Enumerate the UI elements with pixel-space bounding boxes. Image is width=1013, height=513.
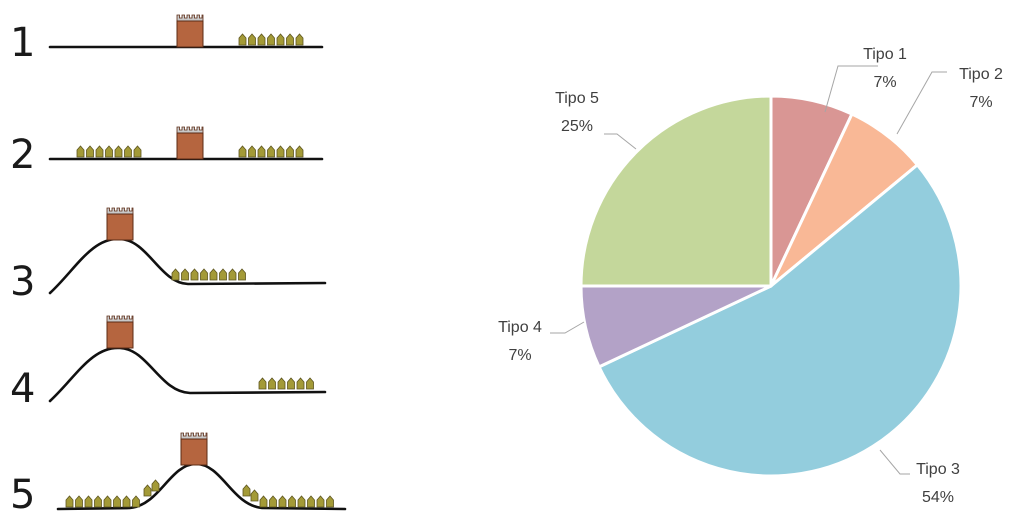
fields-icon <box>259 495 334 508</box>
settlement-diagram: 1 2 3 4 5 <box>10 14 347 513</box>
slice-value-4: 7% <box>508 347 531 364</box>
pie-labels: Tipo 1 7% Tipo 2 7% Tipo 3 54% Tipo 4 7% Tipo 5 2… <box>498 46 1003 506</box>
type-row-4: 4 <box>10 315 327 412</box>
slice-label-2: Tipo 2 <box>959 66 1003 83</box>
fields-icon <box>258 377 314 390</box>
slice-value-5: 25% <box>561 118 593 135</box>
type-number-1: 1 <box>10 20 35 66</box>
tower-icon <box>106 315 134 349</box>
type-row-3: 3 <box>10 207 327 305</box>
pie-slice-5 <box>579 94 773 288</box>
hill-ground-line <box>48 237 327 295</box>
tower-icon <box>176 14 204 48</box>
pie-slice-3 <box>597 163 963 478</box>
tower-icon <box>180 432 208 466</box>
leader-line-1 <box>824 65 878 113</box>
slice-label-4: Tipo 4 <box>498 319 542 336</box>
fields-icon <box>65 495 140 508</box>
slice-value-3: 54% <box>922 489 954 506</box>
fields-icon <box>171 268 246 281</box>
fields-icon <box>238 33 304 46</box>
type-number-2: 2 <box>10 132 35 178</box>
leader-line-2 <box>896 71 947 135</box>
type-number-5: 5 <box>10 472 35 513</box>
hill-ground-line <box>48 346 327 403</box>
fields-icon <box>238 145 304 158</box>
tower-icon <box>106 207 134 241</box>
slice-label-3: Tipo 3 <box>916 461 960 478</box>
type-number-3: 3 <box>10 259 35 305</box>
slice-label-5: Tipo 5 <box>555 90 599 107</box>
tower-icon <box>176 126 204 160</box>
type-row-2: 2 <box>10 126 324 178</box>
pie-chart <box>579 94 963 478</box>
slice-value-1: 7% <box>873 74 896 91</box>
fields-icon <box>242 484 259 502</box>
leader-line-3 <box>879 449 910 475</box>
slice-label-1: Tipo 1 <box>863 46 907 63</box>
type-row-5: 5 <box>10 432 347 513</box>
leader-line-4 <box>550 321 585 334</box>
type-row-1: 1 <box>10 14 324 66</box>
type-number-4: 4 <box>10 366 35 412</box>
fields-icon <box>76 145 142 158</box>
slice-value-2: 7% <box>969 94 992 111</box>
leader-line-5 <box>604 133 637 150</box>
